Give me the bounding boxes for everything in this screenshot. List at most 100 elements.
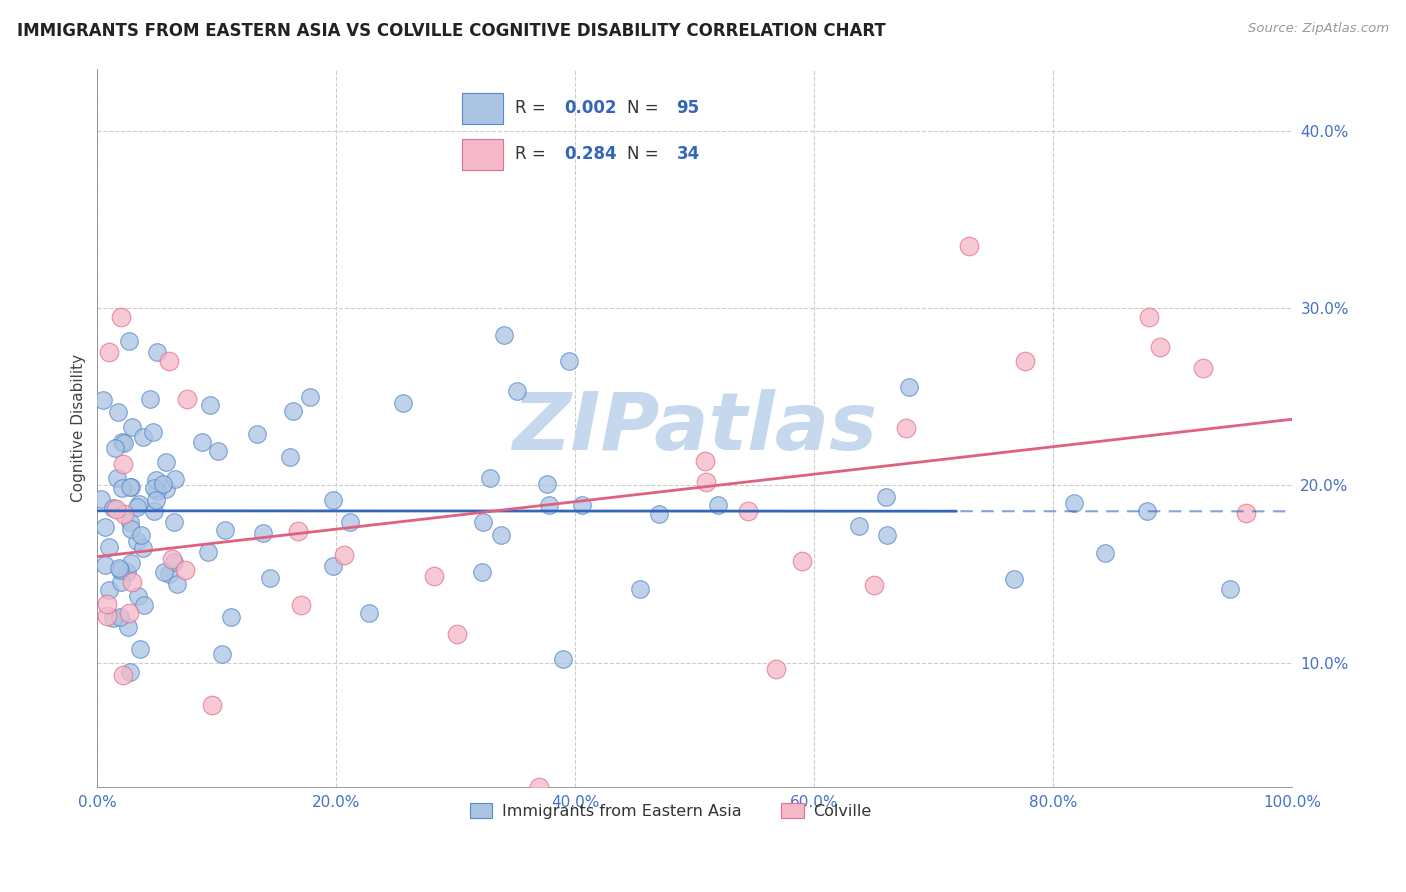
Point [131, 541, 153, 556]
Point [165, 472, 187, 486]
Text: Source: ZipAtlas.com: Source: ZipAtlas.com [1249, 22, 1389, 36]
Point [259, 571, 281, 585]
Point [200, 398, 222, 412]
Point [93, 520, 115, 534]
Point [471, 566, 494, 580]
Point [492, 327, 515, 342]
Point [207, 443, 229, 458]
Point [143, 482, 166, 496]
Point [558, 354, 581, 368]
Point [134, 598, 156, 612]
Point [118, 480, 141, 494]
Point [707, 498, 730, 512]
Point [287, 524, 309, 538]
Point [160, 552, 183, 566]
Point [112, 507, 135, 521]
Point [876, 528, 898, 542]
Point [648, 507, 671, 521]
Point [112, 435, 135, 450]
Point [108, 563, 131, 577]
Point [894, 421, 917, 435]
Point [91, 393, 114, 408]
Point [111, 481, 134, 495]
Point [863, 578, 886, 592]
Legend: Immigrants from Eastern Asia, Colville: Immigrants from Eastern Asia, Colville [464, 797, 877, 825]
Point [628, 582, 651, 596]
Point [117, 620, 139, 634]
Point [252, 526, 274, 541]
Point [120, 515, 142, 529]
Point [1014, 353, 1036, 368]
Point [538, 499, 561, 513]
Point [163, 515, 186, 529]
Point [120, 665, 142, 679]
Point [391, 396, 413, 410]
Point [129, 642, 152, 657]
Point [1234, 506, 1257, 520]
Point [131, 430, 153, 444]
Point [112, 668, 135, 682]
Point [1094, 546, 1116, 560]
Point [322, 492, 344, 507]
Point [107, 470, 129, 484]
Point [489, 527, 512, 541]
Point [278, 450, 301, 464]
Point [359, 606, 381, 620]
Point [153, 565, 176, 579]
Point [101, 611, 124, 625]
Point [98, 345, 121, 359]
Point [125, 500, 148, 515]
Point [957, 239, 980, 253]
Point [157, 354, 180, 368]
Point [141, 425, 163, 440]
Point [96, 597, 118, 611]
Point [128, 497, 150, 511]
Point [121, 575, 143, 590]
Point [94, 558, 117, 573]
Point [108, 561, 131, 575]
Point [146, 483, 169, 498]
Point [197, 545, 219, 559]
Point [1137, 310, 1160, 324]
Point [110, 574, 132, 589]
Point [90, 492, 112, 507]
Point [290, 599, 312, 613]
Point [155, 455, 177, 469]
Point [118, 334, 141, 348]
Point [174, 563, 197, 577]
Point [191, 434, 214, 449]
Point [129, 528, 152, 542]
Point [107, 405, 129, 419]
Point [505, 384, 527, 399]
Point [101, 501, 124, 516]
Point [157, 567, 180, 582]
Y-axis label: Cognitive Disability: Cognitive Disability [72, 353, 86, 501]
Point [120, 556, 142, 570]
Point [96, 609, 118, 624]
Point [423, 569, 446, 583]
Point [108, 610, 131, 624]
Point [121, 420, 143, 434]
Point [695, 475, 717, 490]
Point [1149, 340, 1171, 354]
Point [1136, 504, 1159, 518]
Point [110, 310, 132, 324]
Point [120, 480, 142, 494]
Point [166, 577, 188, 591]
Point [152, 477, 174, 491]
Point [104, 501, 127, 516]
Point [298, 390, 321, 404]
Point [339, 515, 361, 529]
Point [155, 482, 177, 496]
Point [145, 474, 167, 488]
Point [98, 583, 121, 598]
Point [737, 504, 759, 518]
Point [1219, 582, 1241, 597]
Point [245, 427, 267, 442]
Point [111, 457, 134, 471]
Point [333, 548, 356, 562]
Text: IMMIGRANTS FROM EASTERN ASIA VS COLVILLE COGNITIVE DISABILITY CORRELATION CHART: IMMIGRANTS FROM EASTERN ASIA VS COLVILLE… [17, 22, 886, 40]
Point [471, 516, 494, 530]
Point [848, 518, 870, 533]
Point [145, 493, 167, 508]
